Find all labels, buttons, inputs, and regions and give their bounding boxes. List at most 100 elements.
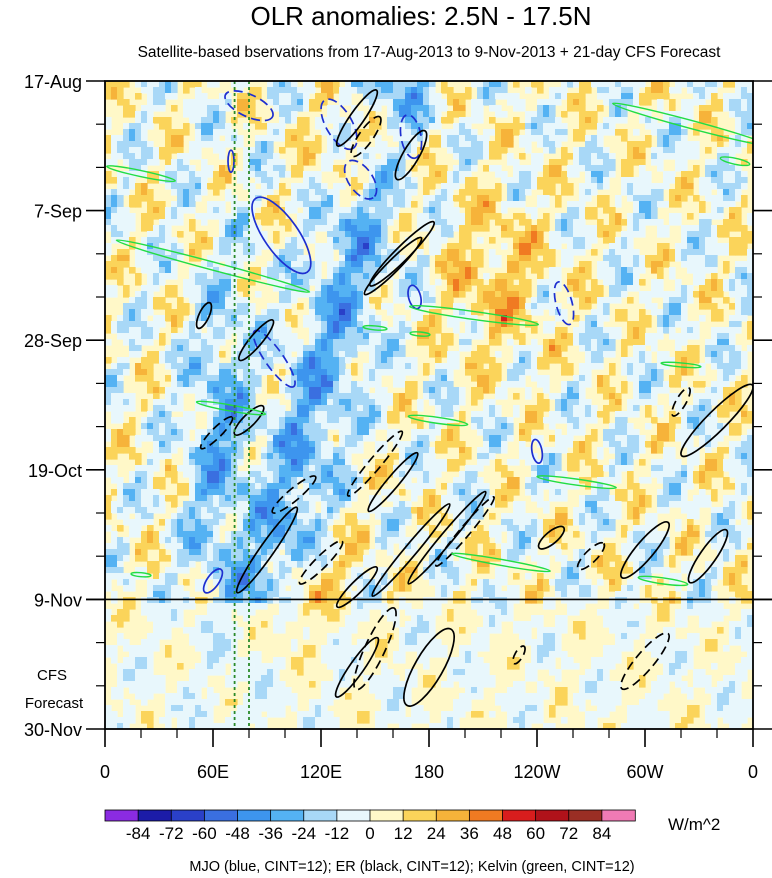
er-contour-20 [271, 475, 317, 514]
er-contour-14 [368, 220, 436, 287]
forecast-label-line2: Forecast [25, 695, 84, 712]
colorbar-box-5 [270, 809, 305, 822]
colorbar-label-6: -12 [325, 824, 350, 843]
kelvin-contour-46 [409, 331, 431, 337]
colorbar-box-14 [568, 809, 603, 822]
mjo-contour-4 [399, 113, 423, 160]
er-contour-30 [334, 636, 380, 698]
colorbar-box-6 [303, 809, 338, 822]
x-tick-label-5: 60W [626, 762, 663, 782]
x-tick-label-1: 60E [197, 762, 229, 782]
y-tick-label-1: 7-Sep [34, 202, 82, 222]
er-contour-13 [394, 129, 428, 181]
y-tick-label-3: 19-Oct [28, 461, 82, 481]
colorbar-label-7: 0 [365, 824, 374, 843]
er-contour-24 [235, 506, 299, 594]
colorbar-label-11: 48 [493, 824, 512, 843]
x-tick-label-0: 0 [100, 762, 110, 782]
colorbar-box-12 [502, 809, 537, 822]
forecast-label-line1: CFS [37, 667, 67, 684]
kelvin-contour-44 [408, 304, 540, 327]
er-contour-26 [371, 503, 451, 597]
er-contour-23 [298, 539, 344, 585]
colorbar-label-0: -84 [126, 824, 151, 843]
er-contour-15 [363, 236, 423, 296]
er-contour-17 [238, 319, 275, 362]
colorbar-box-8 [369, 809, 404, 822]
kelvin-contour-51 [637, 575, 689, 587]
er-contour-27 [407, 490, 487, 585]
kelvin-contour-48 [407, 414, 469, 427]
colorbar-box-9 [402, 809, 437, 822]
x-tick-label-2: 120E [300, 762, 342, 782]
colorbar-box-4 [237, 809, 272, 822]
colorbar-label-10: 36 [460, 824, 479, 843]
colorbar-label-13: 72 [559, 824, 578, 843]
colorbar-box-10 [435, 809, 471, 822]
er-contour-35 [620, 520, 670, 580]
olr-anomaly-field [105, 81, 753, 729]
colorbar-label-14: 84 [592, 824, 611, 843]
kelvin-contour-42 [719, 156, 751, 167]
colorbar-box-1 [137, 809, 172, 822]
reference-longitude-lines [233, 81, 250, 729]
y-tick-label-5: 30-Nov [24, 720, 82, 740]
colorbar-box-7 [336, 809, 371, 822]
er-contour-16 [195, 301, 213, 330]
colorbar-label-9: 24 [427, 824, 446, 843]
colorbar-label-2: -60 [192, 824, 217, 843]
kelvin-contour-41 [106, 165, 176, 183]
mjo-contour-7 [407, 284, 423, 310]
kelvin-contour-45 [362, 324, 388, 331]
kelvin-contour-49 [536, 475, 617, 490]
y-tick-label-2: 28-Sep [24, 331, 82, 351]
colorbar-unit: W/m^2 [668, 815, 720, 834]
colorbar-label-8: 12 [394, 824, 413, 843]
mjo-contour-3 [343, 159, 378, 200]
er-contour-22 [367, 451, 419, 513]
colorbar-box-13 [535, 809, 570, 822]
er-contour-39 [512, 645, 526, 665]
mjo-contour-8 [553, 280, 575, 326]
colorbar-label-1: -72 [159, 824, 184, 843]
kelvin-contour-53 [130, 571, 152, 578]
y-tick-label-4: 9-Nov [34, 590, 82, 610]
kelvin-contour-40 [612, 102, 753, 146]
colorbar-box-3 [203, 809, 239, 822]
kelvin-contour-43 [115, 239, 311, 293]
x-tick-label-3: 180 [414, 762, 444, 782]
er-contour-36 [687, 528, 729, 584]
er-contour-34 [576, 541, 606, 571]
y-tick-label-0: 17-Aug [24, 72, 82, 92]
er-contour-21 [346, 430, 404, 497]
x-tick-label-4: 120W [513, 762, 560, 782]
mjo-contour-5 [251, 196, 312, 275]
colorbar-label-4: -36 [258, 824, 283, 843]
colorbar: -84 -72 -60 -48 -36 -24 -12 0 12 24 36 48 60 72 84 [104, 809, 636, 843]
er-contour-31 [403, 627, 455, 707]
kelvin-contour-50 [451, 552, 551, 573]
er-contour-19 [199, 415, 234, 450]
kelvin-contour-52 [660, 361, 702, 369]
colorbar-box-0 [104, 809, 139, 822]
chart-footnote: MJO (blue, CINT=12); ER (black, CINT=12)… [189, 859, 634, 875]
mjo-contour-9 [530, 438, 544, 464]
y-axis: 17-Aug 7-Sep 28-Sep 19-Oct 9-Nov 30-Nov [24, 72, 772, 740]
colorbar-box-2 [170, 809, 206, 822]
kelvin-contour-47 [195, 400, 267, 416]
mjo-contour-10 [202, 568, 224, 594]
colorbar-label-5: -24 [291, 824, 316, 843]
x-axis: 0 60E 120E 180 120W 60W 0 [100, 729, 758, 782]
chart-title: OLR anomalies: 2.5N - 17.5N [250, 1, 591, 31]
chart-subtitle: Satellite-based bservations from 17-Aug-… [138, 44, 722, 61]
er-contour-32 [620, 632, 670, 691]
er-contour-12 [350, 115, 382, 158]
x-tick-label-6: 0 [748, 762, 758, 782]
mjo-contour-1 [224, 90, 274, 122]
colorbar-label-3: -48 [225, 824, 250, 843]
er-contour-18 [233, 404, 265, 437]
er-contour-38 [671, 386, 691, 417]
colorbar-box-11 [468, 809, 504, 822]
er-contour-28 [434, 496, 496, 567]
